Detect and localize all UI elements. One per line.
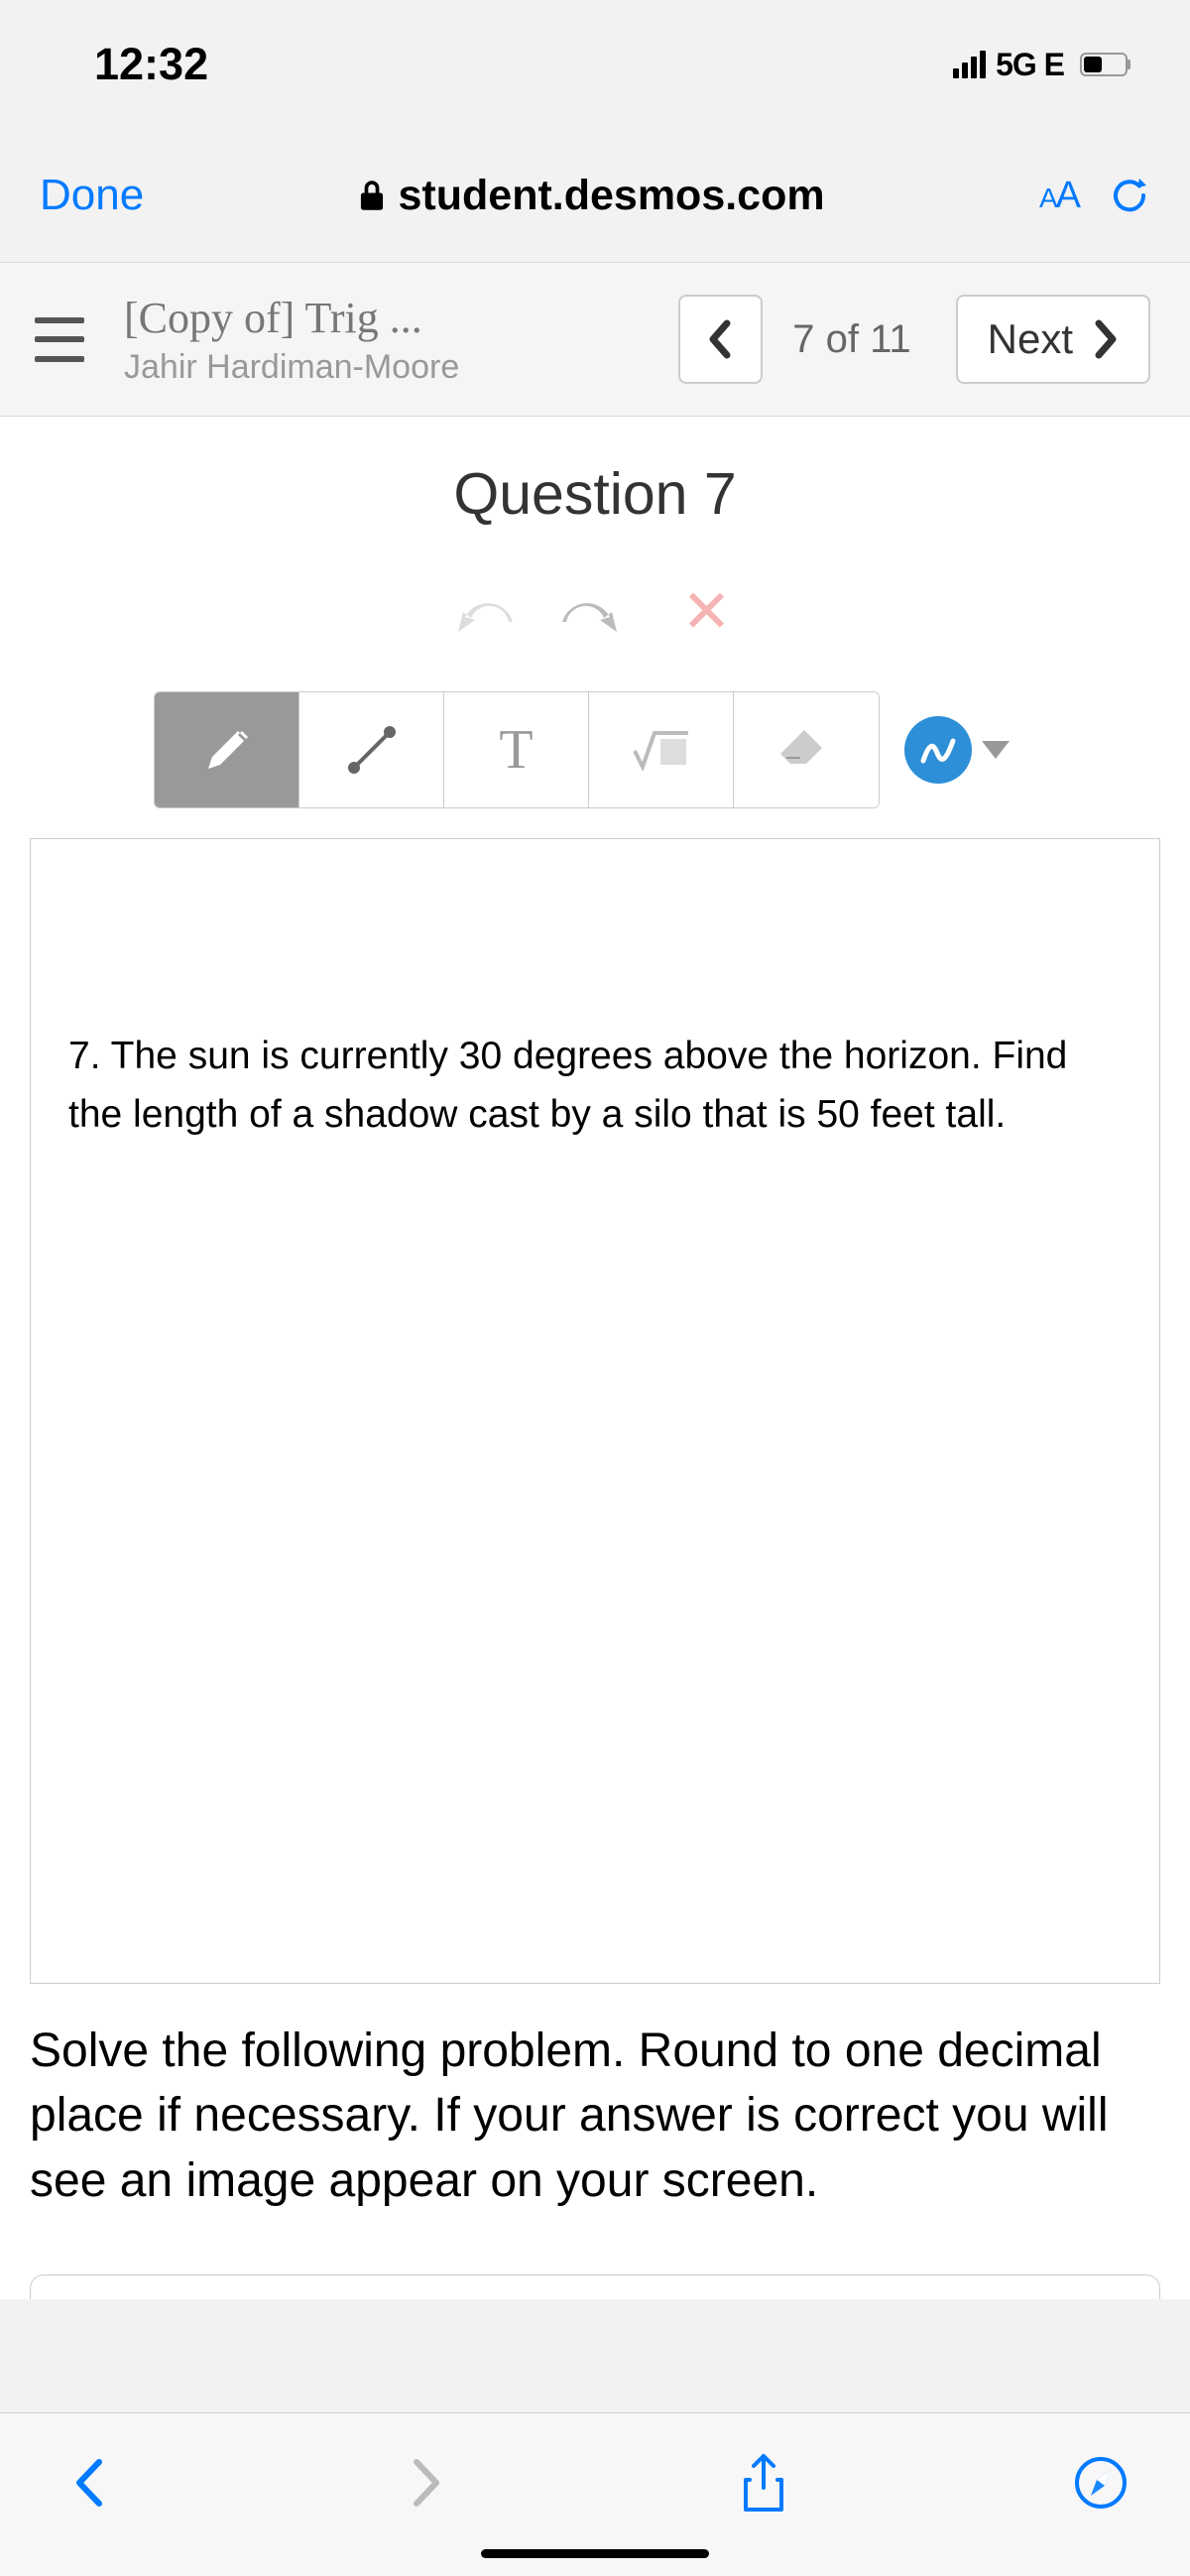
- text-size-button[interactable]: AA: [1039, 175, 1079, 217]
- lock-icon: [359, 180, 385, 211]
- eraser-icon: [776, 730, 836, 770]
- chevron-right-icon: [409, 2456, 444, 2510]
- url-area[interactable]: student.desmos.com: [144, 172, 1039, 220]
- battery-icon: [1080, 53, 1130, 76]
- next-button[interactable]: Next: [956, 295, 1150, 384]
- status-bar: 12:32 5G E: [0, 0, 1190, 129]
- network-label: 5G E: [996, 47, 1064, 83]
- sqrt-icon: [633, 729, 690, 771]
- line-tool[interactable]: [299, 692, 444, 807]
- chevron-down-icon: [982, 741, 1010, 759]
- next-label: Next: [988, 315, 1073, 363]
- answer-input[interactable]: [30, 2274, 1160, 2299]
- color-picker[interactable]: [904, 716, 1010, 784]
- pencil-tool[interactable]: [155, 692, 299, 807]
- drawing-canvas[interactable]: 7. The sun is currently 30 degrees above…: [30, 838, 1160, 1984]
- menu-button[interactable]: [35, 317, 84, 362]
- signal-icon: [953, 51, 986, 78]
- compass-icon: [1074, 2456, 1128, 2510]
- drawing-toolbar: T: [0, 691, 1190, 818]
- home-indicator[interactable]: [481, 2549, 709, 2558]
- eraser-tool[interactable]: [734, 692, 879, 807]
- line-icon: [342, 720, 402, 780]
- question-title: Question 7: [0, 417, 1190, 582]
- activity-title: [Copy of] Trig ...: [124, 293, 678, 343]
- reload-icon[interactable]: [1109, 175, 1150, 216]
- activity-title-area: [Copy of] Trig ... Jahir Hardiman-Moore: [124, 293, 678, 387]
- chevron-left-icon: [707, 317, 735, 361]
- chevron-right-icon: [1091, 317, 1119, 361]
- safari-button[interactable]: [1071, 2453, 1130, 2513]
- activity-header: [Copy of] Trig ... Jahir Hardiman-Moore …: [0, 263, 1190, 417]
- activity-subtitle: Jahir Hardiman-Moore: [124, 348, 678, 387]
- scribble-icon: [918, 733, 958, 768]
- math-tool[interactable]: [589, 692, 734, 807]
- instruction-text: Solve the following problem. Round to on…: [0, 1984, 1190, 2213]
- forward-button[interactable]: [397, 2453, 456, 2513]
- status-right: 5G E: [953, 47, 1130, 83]
- clear-icon[interactable]: ✕: [681, 582, 731, 642]
- question-body: 7. The sun is currently 30 degrees above…: [68, 1028, 1122, 1144]
- color-swatch: [904, 716, 972, 784]
- undo-icon[interactable]: [458, 592, 518, 632]
- main-content: Question 7 ✕ T: [0, 417, 1190, 2299]
- share-icon: [740, 2452, 787, 2514]
- safari-bar: Done student.desmos.com AA: [0, 129, 1190, 263]
- chevron-left-icon: [71, 2456, 107, 2510]
- done-button[interactable]: Done: [40, 171, 144, 220]
- text-tool[interactable]: T: [444, 692, 589, 807]
- previous-button[interactable]: [678, 295, 763, 384]
- back-button[interactable]: [60, 2453, 119, 2513]
- edit-controls: ✕: [0, 582, 1190, 691]
- url-text: student.desmos.com: [399, 172, 825, 220]
- status-time: 12:32: [94, 39, 208, 90]
- pencil-icon: [200, 723, 254, 777]
- redo-icon[interactable]: [557, 592, 617, 632]
- share-button[interactable]: [734, 2453, 793, 2513]
- progress-text: 7 of 11: [792, 317, 910, 362]
- text-tool-label: T: [499, 718, 533, 782]
- tool-group: T: [154, 691, 880, 808]
